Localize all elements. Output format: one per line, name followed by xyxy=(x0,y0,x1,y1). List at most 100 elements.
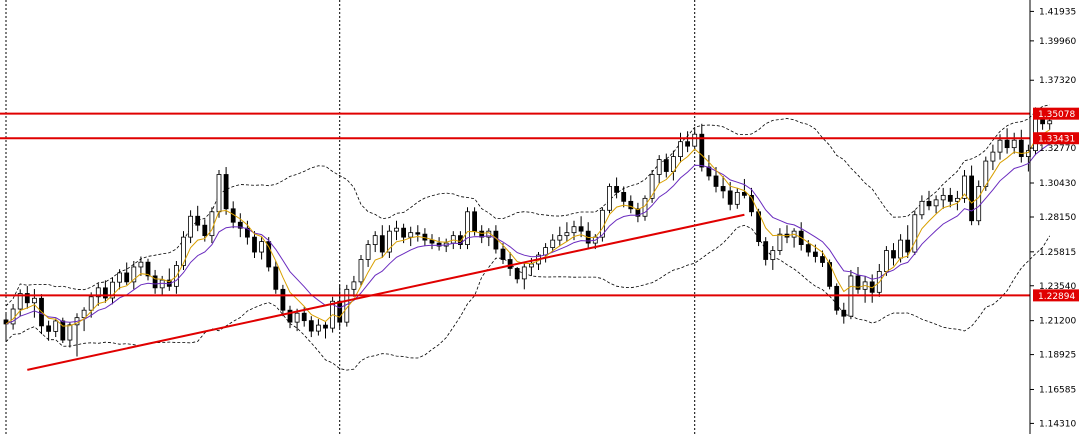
candle-body xyxy=(323,324,328,329)
candle-body xyxy=(81,309,87,319)
candle-body xyxy=(294,312,300,323)
candle-body xyxy=(315,324,321,332)
candle xyxy=(749,187,754,217)
candle xyxy=(919,195,925,220)
candle xyxy=(308,316,314,338)
candle-body xyxy=(124,272,130,283)
candle-body xyxy=(266,241,272,268)
candle-body xyxy=(947,194,953,202)
candle-body xyxy=(692,133,698,147)
level-price-tag-1 xyxy=(1033,132,1079,145)
candle-body xyxy=(301,312,307,322)
candle-body xyxy=(32,297,37,304)
candle xyxy=(500,243,506,264)
candle xyxy=(720,175,726,199)
price-tick-label: 1.41935 xyxy=(1039,7,1076,17)
candle-body xyxy=(500,248,506,260)
candle-body xyxy=(159,279,165,289)
candle xyxy=(351,275,357,297)
candle-body xyxy=(635,208,641,217)
candle xyxy=(88,292,94,318)
price-tick-label: 1.18925 xyxy=(1039,351,1076,361)
candle-body xyxy=(386,230,392,253)
candle-body xyxy=(358,259,364,283)
candle-body xyxy=(614,186,619,193)
candle xyxy=(521,262,527,290)
candle xyxy=(465,207,470,250)
candle xyxy=(3,312,9,341)
candle-body xyxy=(244,227,250,238)
candle xyxy=(394,220,399,241)
candle-body xyxy=(188,215,194,238)
candle xyxy=(24,286,30,309)
candle-body xyxy=(138,261,144,268)
candle xyxy=(1004,128,1010,154)
price-tick-label: 1.23540 xyxy=(1039,282,1076,292)
candle xyxy=(763,237,769,266)
candle-body xyxy=(152,275,158,289)
candle xyxy=(642,195,648,221)
price-tick-label: 1.28150 xyxy=(1039,213,1076,223)
candle-body xyxy=(628,200,634,210)
candle-body xyxy=(401,227,407,238)
candle xyxy=(252,231,257,259)
candle xyxy=(990,144,996,171)
candle xyxy=(259,237,265,260)
price-tick-label: 1.30430 xyxy=(1039,179,1076,189)
candle xyxy=(940,187,946,209)
level-price-label-2: 1.22894 xyxy=(1038,292,1075,302)
candle xyxy=(145,258,151,281)
candle-body xyxy=(1018,139,1024,157)
candle xyxy=(67,322,73,348)
candle-body xyxy=(621,191,627,202)
candle-body xyxy=(465,211,470,245)
candle-body xyxy=(770,250,776,260)
candle xyxy=(223,167,229,215)
candle xyxy=(855,266,861,294)
level-price-tag-0 xyxy=(1033,107,1079,120)
candle xyxy=(834,283,840,315)
candle-body xyxy=(727,190,733,205)
level-price-label-0: 1.35078 xyxy=(1038,110,1075,120)
candle-body xyxy=(699,133,705,168)
candle-body xyxy=(181,236,186,266)
candle-body xyxy=(642,197,648,217)
candle xyxy=(315,319,321,336)
candle-body xyxy=(472,211,478,232)
candle-body xyxy=(734,191,740,205)
candle-body xyxy=(429,239,435,244)
candle-body xyxy=(940,194,946,201)
candle-body xyxy=(436,242,442,247)
level-price-tag-2 xyxy=(1033,289,1079,302)
candle xyxy=(514,266,520,284)
candle xyxy=(649,170,655,203)
candle-body xyxy=(891,250,896,259)
candle-body xyxy=(202,224,208,237)
candle-body xyxy=(1011,139,1017,149)
candle xyxy=(798,222,804,251)
candle xyxy=(195,205,201,232)
candle-body xyxy=(720,186,726,192)
candle xyxy=(287,305,293,329)
candle-body xyxy=(678,141,683,157)
candle-body xyxy=(742,191,747,196)
candle xyxy=(905,225,911,259)
candle xyxy=(734,187,740,209)
candle-body xyxy=(663,159,669,172)
candle-body xyxy=(813,251,818,257)
candle-body xyxy=(763,241,769,260)
candle xyxy=(969,165,974,226)
candle xyxy=(635,202,641,223)
candle-body xyxy=(223,174,229,210)
candle xyxy=(976,180,982,226)
candle-body xyxy=(607,186,612,211)
candle xyxy=(365,240,371,267)
lower-band-line xyxy=(5,224,1051,371)
candle-body xyxy=(117,272,122,283)
candle-body xyxy=(827,262,832,287)
candle xyxy=(358,255,364,287)
candle xyxy=(770,246,776,270)
candle-body xyxy=(131,266,137,283)
candle-body xyxy=(926,200,932,207)
